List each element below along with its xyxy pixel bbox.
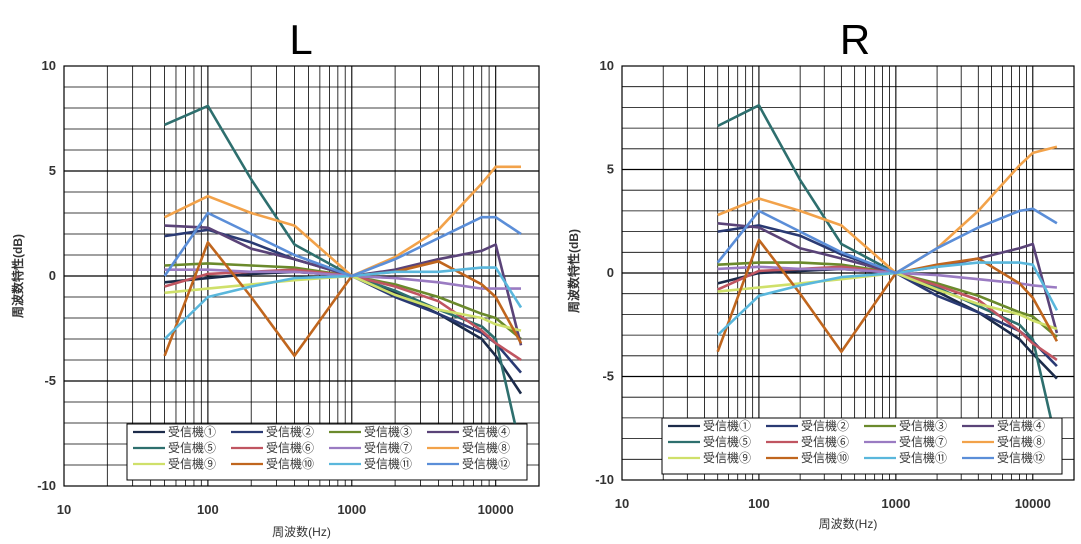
- legend-label: 受信機⑩: [801, 450, 849, 465]
- legend-label: 受信機⑨: [703, 450, 751, 465]
- legend-item: 受信機⑪: [864, 450, 947, 465]
- x-tick-label: 10000: [1015, 496, 1051, 511]
- legend-label: 受信機④: [462, 424, 510, 439]
- legend-item: 受信機②: [231, 424, 314, 439]
- series-line: [717, 265, 1058, 361]
- series-line: [164, 268, 522, 362]
- legend-label: 受信機②: [266, 424, 314, 439]
- y-tick-label: -5: [44, 373, 56, 388]
- legend-item: 受信機⑥: [766, 434, 849, 449]
- legend-label: 受信機⑩: [266, 456, 314, 471]
- y-tick-label: -10: [37, 478, 56, 493]
- legend-item: 受信機⑤: [668, 434, 751, 449]
- legend-item: 受信機①: [668, 418, 751, 433]
- legend-label: 受信機①: [168, 424, 216, 439]
- legend-item: 受信機⑩: [766, 450, 849, 465]
- y-tick-label: -10: [595, 472, 614, 487]
- legend-item: 受信機⑨: [133, 456, 216, 471]
- legend-item: 受信機⑦: [864, 434, 947, 449]
- legend-label: 受信機②: [801, 418, 849, 433]
- legend-label: 受信機③: [899, 418, 947, 433]
- legend-label: 受信機⑥: [266, 440, 314, 455]
- series-line: [716, 261, 1059, 337]
- legend-item: 受信機⑤: [133, 440, 216, 455]
- legend-item: 受信機⑨: [668, 450, 751, 465]
- y-tick-label: 0: [49, 268, 56, 283]
- y-tick-label: 5: [607, 162, 614, 177]
- legend-item: 受信機⑧: [962, 434, 1045, 449]
- legend-item: 受信機②: [766, 418, 849, 433]
- legend-box: [661, 417, 1063, 475]
- legend-label: 受信機⑪: [364, 456, 412, 471]
- series-line: [164, 104, 523, 451]
- y-gridlines: [64, 86, 539, 466]
- legend-item: 受信機⑥: [231, 440, 314, 455]
- series-line: [716, 207, 1058, 275]
- legend-label: 受信機③: [364, 424, 412, 439]
- legend-label: 受信機④: [997, 418, 1045, 433]
- legend-item: 受信機③: [329, 424, 412, 439]
- y-tick-label: 10: [600, 58, 614, 73]
- legend-item: 受信機⑫: [962, 450, 1045, 465]
- legend-label: 受信機⑤: [703, 434, 751, 449]
- legend-item: 受信機①: [133, 424, 216, 439]
- legend: 受信機① 受信機② 受信機③ 受信機④ 受信機⑤ 受信機⑥ 受信機⑦ 受信機⑧ 受信機⑨ 受信機⑩…: [126, 423, 528, 481]
- legend-label: 受信機⑪: [899, 450, 947, 465]
- x-tick-label: 100: [748, 496, 770, 511]
- chart-title: L: [289, 16, 312, 63]
- legend-label: 受信機⑤: [168, 440, 216, 455]
- y-tick-label: -5: [602, 369, 614, 384]
- legend-item: 受信機⑪: [329, 456, 412, 471]
- y-axis-label: 周波数特性(dB): [566, 229, 581, 313]
- legend-label: 受信機⑧: [462, 440, 510, 455]
- x-tick-label: 1000: [337, 502, 366, 517]
- x-tick-label: 10000: [478, 502, 514, 517]
- legend-label: 受信機⑦: [364, 440, 412, 455]
- series-line: [163, 211, 522, 278]
- legend-label: 受信機①: [703, 418, 751, 433]
- legend-label: 受信機⑨: [168, 456, 216, 471]
- legend-label: 受信機⑥: [801, 434, 849, 449]
- x-axis-label: 周波数(Hz): [819, 516, 878, 531]
- chart-title: R: [840, 16, 870, 63]
- x-tick-label: 10: [615, 496, 629, 511]
- legend-label: 受信機⑦: [899, 434, 947, 449]
- legend-label: 受信機⑧: [997, 434, 1045, 449]
- series-lines: [716, 104, 1059, 446]
- series-line: [164, 274, 522, 332]
- legend-item: 受信機⑧: [427, 440, 510, 455]
- series-line: [163, 266, 523, 340]
- legend-item: 受信機⑫: [427, 456, 510, 471]
- y-tick-label: 10: [42, 58, 56, 73]
- legend-item: 受信機③: [864, 418, 947, 433]
- y-tick-label: 0: [607, 265, 614, 280]
- legend-label: 受信機⑫: [997, 450, 1045, 465]
- legend-box: [126, 423, 528, 481]
- x-tick-label: 100: [197, 502, 219, 517]
- series-lines: [163, 104, 523, 451]
- legend-item: 受信機④: [427, 424, 510, 439]
- series-line: [717, 271, 1058, 331]
- x-tick-label: 1000: [881, 496, 910, 511]
- legend: 受信機① 受信機② 受信機③ 受信機④ 受信機⑤ 受信機⑥ 受信機⑦ 受信機⑧ 受信機⑨ 受信機⑩…: [661, 417, 1063, 475]
- y-axis-label: 周波数特性(dB): [10, 234, 25, 318]
- legend-item: 受信機⑩: [231, 456, 314, 471]
- x-axis-label: 周波数(Hz): [272, 524, 331, 539]
- legend-item: 受信機⑦: [329, 440, 412, 455]
- x-tick-label: 10: [57, 502, 71, 517]
- legend-item: 受信機④: [962, 418, 1045, 433]
- legend-label: 受信機⑫: [462, 456, 510, 471]
- y-tick-label: 5: [49, 163, 56, 178]
